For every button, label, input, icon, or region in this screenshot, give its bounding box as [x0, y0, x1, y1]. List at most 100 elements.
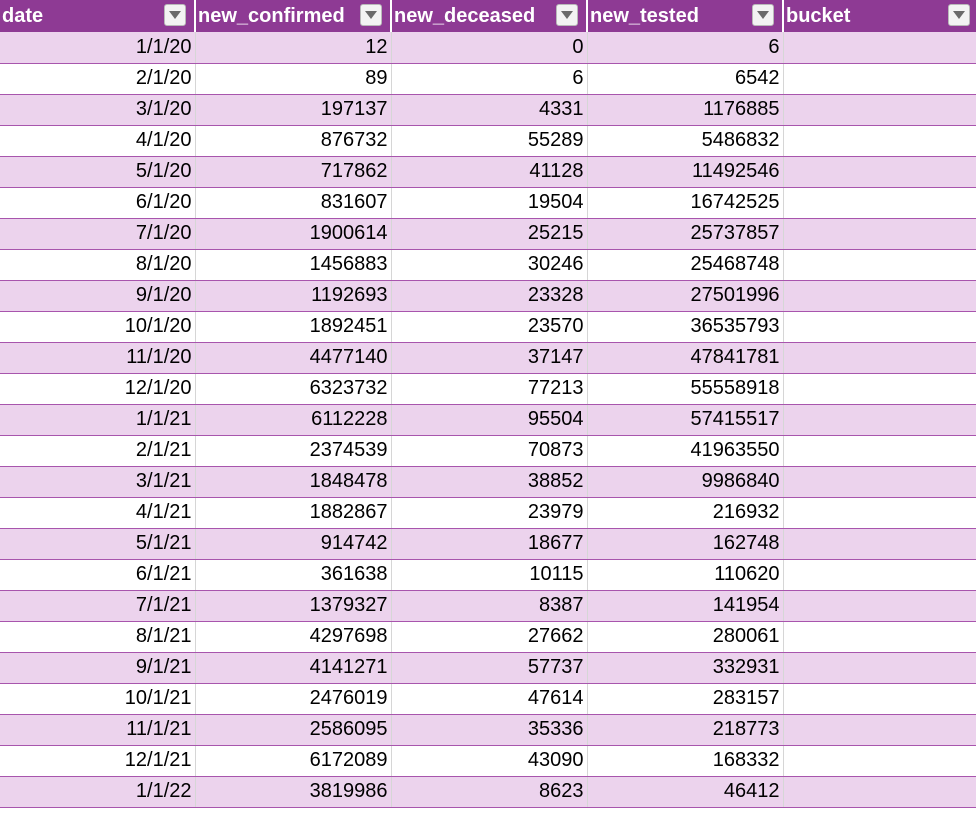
bucket-cell[interactable]: 1: [783, 156, 976, 188]
new-tested-cell[interactable]: 47841781: [587, 342, 784, 374]
date-cell[interactable]: 10/1/21: [0, 683, 196, 715]
new-tested-cell[interactable]: 162748: [587, 528, 784, 560]
bucket-cell[interactable]: 5: [783, 745, 976, 777]
date-cell[interactable]: 4/1/21: [0, 497, 196, 529]
new-deceased-cell[interactable]: 41128: [391, 156, 588, 188]
new-tested-cell[interactable]: 41963550: [587, 435, 784, 467]
new-confirmed-cell[interactable]: 3819986: [195, 776, 392, 808]
new-deceased-cell[interactable]: 19504: [391, 187, 588, 219]
new-deceased-cell[interactable]: 43090: [391, 745, 588, 777]
new-tested-cell[interactable]: 283157: [587, 683, 784, 715]
new-tested-cell[interactable]: 168332: [587, 745, 784, 777]
new-tested-cell[interactable]: 36535793: [587, 311, 784, 343]
bucket-cell[interactable]: 2: [783, 528, 976, 560]
date-cell[interactable]: 11/1/21: [0, 714, 196, 746]
new-confirmed-cell[interactable]: 1882867: [195, 497, 392, 529]
bucket-cell[interactable]: 3: [783, 249, 976, 281]
new-confirmed-cell[interactable]: 2374539: [195, 435, 392, 467]
bucket-cell[interactable]: 4: [783, 683, 976, 715]
date-cell[interactable]: 9/1/21: [0, 652, 196, 684]
new-deceased-cell[interactable]: 38852: [391, 466, 588, 498]
new-confirmed-cell[interactable]: 1892451: [195, 311, 392, 343]
new-deceased-cell[interactable]: 23979: [391, 497, 588, 529]
new-confirmed-cell[interactable]: 831607: [195, 187, 392, 219]
date-cell[interactable]: 3/1/21: [0, 466, 196, 498]
new-confirmed-cell[interactable]: 1379327: [195, 590, 392, 622]
column-header-new-confirmed[interactable]: new_confirmed: [195, 0, 392, 32]
bucket-cell[interactable]: 3: [783, 311, 976, 343]
new-deceased-cell[interactable]: 23328: [391, 280, 588, 312]
new-tested-cell[interactable]: 5486832: [587, 125, 784, 157]
date-cell[interactable]: 8/1/21: [0, 621, 196, 653]
new-confirmed-cell[interactable]: 914742: [195, 528, 392, 560]
new-tested-cell[interactable]: 46412: [587, 776, 784, 808]
new-tested-cell[interactable]: 57415517: [587, 404, 784, 436]
filter-dropdown-button[interactable]: [164, 4, 186, 26]
bucket-cell[interactable]: 1: [783, 32, 976, 64]
date-cell[interactable]: 1/1/21: [0, 404, 196, 436]
new-tested-cell[interactable]: 6: [587, 32, 784, 64]
new-tested-cell[interactable]: 25468748: [587, 249, 784, 281]
new-tested-cell[interactable]: 9986840: [587, 466, 784, 498]
new-confirmed-cell[interactable]: 4141271: [195, 652, 392, 684]
bucket-cell[interactable]: 5: [783, 342, 976, 374]
new-deceased-cell[interactable]: 57737: [391, 652, 588, 684]
date-cell[interactable]: 5/1/21: [0, 528, 196, 560]
new-tested-cell[interactable]: 280061: [587, 621, 784, 653]
new-tested-cell[interactable]: 218773: [587, 714, 784, 746]
filter-dropdown-button[interactable]: [752, 4, 774, 26]
bucket-cell[interactable]: 3: [783, 218, 976, 250]
new-confirmed-cell[interactable]: 4297698: [195, 621, 392, 653]
date-cell[interactable]: 8/1/20: [0, 249, 196, 281]
date-cell[interactable]: 6/1/21: [0, 559, 196, 591]
bucket-cell[interactable]: 1: [783, 559, 976, 591]
column-header-new-tested[interactable]: new_tested: [587, 0, 784, 32]
new-confirmed-cell[interactable]: 1900614: [195, 218, 392, 250]
new-tested-cell[interactable]: 141954: [587, 590, 784, 622]
new-deceased-cell[interactable]: 70873: [391, 435, 588, 467]
bucket-cell[interactable]: 2: [783, 590, 976, 622]
filter-dropdown-button[interactable]: [360, 4, 382, 26]
new-tested-cell[interactable]: 1176885: [587, 94, 784, 126]
filter-dropdown-button[interactable]: [948, 4, 970, 26]
bucket-cell[interactable]: 3: [783, 497, 976, 529]
bucket-cell[interactable]: 1: [783, 63, 976, 95]
new-deceased-cell[interactable]: 47614: [391, 683, 588, 715]
new-deceased-cell[interactable]: 6: [391, 63, 588, 95]
new-deceased-cell[interactable]: 95504: [391, 404, 588, 436]
new-confirmed-cell[interactable]: 1848478: [195, 466, 392, 498]
new-tested-cell[interactable]: 332931: [587, 652, 784, 684]
new-tested-cell[interactable]: 55558918: [587, 373, 784, 405]
date-cell[interactable]: 12/1/21: [0, 745, 196, 777]
date-cell[interactable]: 2/1/20: [0, 63, 196, 95]
new-confirmed-cell[interactable]: 89: [195, 63, 392, 95]
new-confirmed-cell[interactable]: 197137: [195, 94, 392, 126]
column-header-bucket[interactable]: bucket: [783, 0, 976, 32]
date-cell[interactable]: 7/1/21: [0, 590, 196, 622]
new-deceased-cell[interactable]: 30246: [391, 249, 588, 281]
new-tested-cell[interactable]: 16742525: [587, 187, 784, 219]
new-deceased-cell[interactable]: 23570: [391, 311, 588, 343]
bucket-cell[interactable]: 2: [783, 187, 976, 219]
bucket-cell[interactable]: 3: [783, 466, 976, 498]
new-tested-cell[interactable]: 27501996: [587, 280, 784, 312]
new-tested-cell[interactable]: 6542: [587, 63, 784, 95]
new-confirmed-cell[interactable]: 6172089: [195, 745, 392, 777]
new-confirmed-cell[interactable]: 6112228: [195, 404, 392, 436]
bucket-cell[interactable]: 2: [783, 280, 976, 312]
new-tested-cell[interactable]: 25737857: [587, 218, 784, 250]
bucket-cell[interactable]: 4: [783, 714, 976, 746]
column-header-date[interactable]: date: [0, 0, 196, 32]
date-cell[interactable]: 11/1/20: [0, 342, 196, 374]
new-deceased-cell[interactable]: 10115: [391, 559, 588, 591]
new-deceased-cell[interactable]: 4331: [391, 94, 588, 126]
new-confirmed-cell[interactable]: 717862: [195, 156, 392, 188]
date-cell[interactable]: 4/1/20: [0, 125, 196, 157]
bucket-cell[interactable]: 5: [783, 621, 976, 653]
new-deceased-cell[interactable]: 8623: [391, 776, 588, 808]
new-deceased-cell[interactable]: 35336: [391, 714, 588, 746]
new-confirmed-cell[interactable]: 1192693: [195, 280, 392, 312]
date-cell[interactable]: 12/1/20: [0, 373, 196, 405]
new-deceased-cell[interactable]: 27662: [391, 621, 588, 653]
bucket-cell[interactable]: 5: [783, 776, 976, 808]
